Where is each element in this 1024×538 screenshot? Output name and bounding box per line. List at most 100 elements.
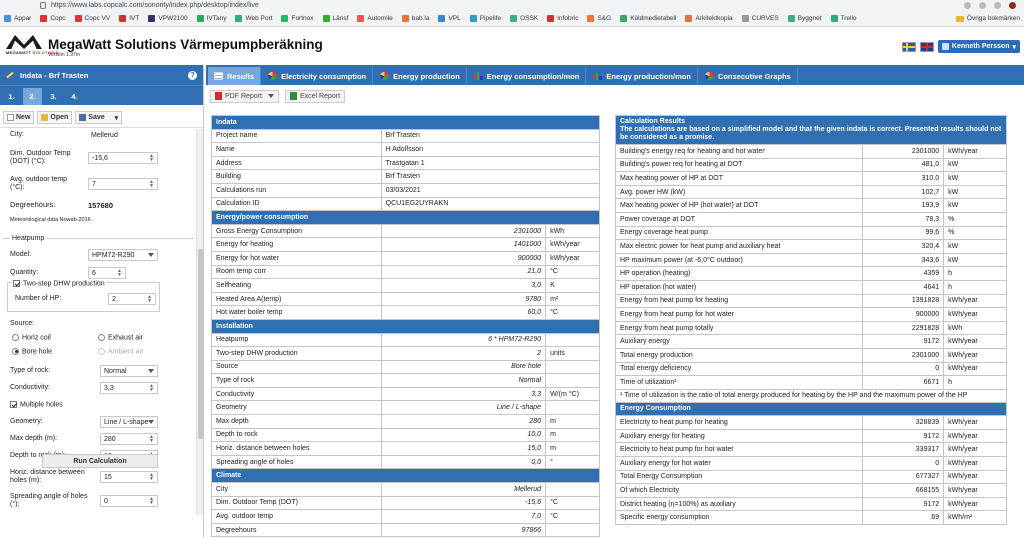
save-button[interactable]: Save ▾ (75, 111, 123, 124)
num-hp-label: Number of HP: (15, 295, 62, 302)
tab-consecutive-graphs[interactable]: Consecutive Graphs (698, 67, 798, 85)
spinner-icon[interactable]: ▲▼ (149, 472, 154, 482)
pdf-icon (215, 92, 222, 100)
url-text[interactable]: https://www.labs.copcalc.com/sonority/in… (51, 1, 259, 9)
run-calculation-button[interactable]: Run Calculation (42, 454, 158, 468)
max-depth-input[interactable]: 280 ▲ ▼ (100, 433, 158, 445)
table-row: Total energy deficiency 0 kWh/year (614, 361, 1007, 377)
meteo-note: Meteorological data Nowab-2016 (10, 217, 91, 223)
excel-report-button[interactable]: Excel Report (284, 89, 346, 103)
profile-avatar-icon[interactable] (1009, 1, 1016, 9)
other-bookmarks[interactable]: Övriga bokmärken (955, 11, 1020, 26)
conductivity-input[interactable]: 3,3 ▲ ▼ (100, 382, 158, 394)
bookmark-item[interactable]: Köldmedietabell (620, 15, 676, 22)
extension-icon[interactable] (979, 1, 986, 9)
bookmark-favicon-icon (401, 15, 409, 22)
address-bar[interactable]: https://www.labs.copcalc.com/sonority/in… (0, 0, 1024, 10)
bore-hole-radio[interactable] (12, 347, 19, 355)
bookmark-item[interactable]: Länsf (322, 15, 348, 22)
conductivity-label: Conductivity: (10, 384, 51, 391)
tab-energy-production[interactable]: Energy production (374, 67, 467, 85)
horiz-coil-radio[interactable] (12, 333, 19, 341)
bookmark-item[interactable]: Web Port (235, 15, 272, 22)
bookmark-item[interactable]: VPW2100 (148, 15, 188, 22)
bookmark-item[interactable]: Pipelife (469, 15, 501, 22)
ambient-air-radio[interactable] (98, 347, 105, 355)
extension-icon[interactable] (964, 1, 971, 9)
geometry-label: Geometry: (10, 418, 43, 425)
section-header: Installation (211, 318, 600, 334)
tab-results[interactable]: Results (208, 67, 262, 85)
extension-icon[interactable] (994, 1, 1001, 9)
step-tab-4[interactable]: 4. (65, 88, 84, 105)
user-icon (941, 43, 949, 50)
pdf-report-button[interactable]: PDF Report (210, 89, 279, 103)
spinner-icon[interactable]: ▲▼ (149, 496, 154, 506)
swedish-flag-icon[interactable] (901, 41, 916, 52)
bookmark-item[interactable]: Copc VV (74, 15, 110, 22)
avg-temp-input[interactable]: 7 ▲ ▼ (88, 178, 158, 190)
chart-icon (593, 72, 603, 80)
rock-select[interactable]: Normal (100, 365, 158, 377)
table-row: Heatpump 6 * HPM72-R290 (211, 332, 600, 348)
horiz-distance-input[interactable]: 15 ▲ ▼ (100, 471, 158, 483)
spinner-icon[interactable]: ▲▼ (149, 153, 154, 163)
bookmark-favicon-icon (438, 15, 446, 22)
city-select[interactable]: Mellerud (88, 129, 158, 141)
table-row: Hot water boiler temp 60,0 °C (211, 305, 600, 320)
bookmark-item[interactable]: Appar (4, 15, 31, 22)
geometry-select[interactable]: Line / L-shape (100, 416, 158, 428)
exhaust-air-radio[interactable] (98, 333, 105, 341)
step-tab-2[interactable]: 2. (23, 88, 42, 105)
caret-down-icon (267, 94, 274, 98)
quantity-stepper[interactable]: 6 ▲ ▼ (88, 267, 126, 279)
spinner-icon[interactable]: ▲▼ (147, 294, 152, 304)
bookmark-item[interactable]: bab.la (401, 15, 429, 22)
save-icon (79, 114, 87, 121)
bookmark-item[interactable]: S&G (587, 15, 611, 22)
num-hp-stepper[interactable]: 2 ▲ ▼ (108, 293, 156, 305)
open-button[interactable]: Open (37, 111, 73, 124)
bookmark-item[interactable]: Trello (830, 15, 857, 22)
table-row: Max depth 280 m (211, 414, 600, 429)
help-icon[interactable]: ? (188, 70, 197, 80)
bookmark-item[interactable]: IVTany (196, 15, 226, 22)
bookmark-item[interactable]: Fortnox (281, 15, 314, 22)
model-label: Model: (10, 251, 32, 258)
bookmark-item[interactable]: CURVES (741, 15, 779, 22)
tab-electricity-consumption[interactable]: Electricity consumption (262, 67, 374, 85)
spinner-icon[interactable]: ▲▼ (149, 179, 154, 189)
step-tab-1[interactable]: 1. (2, 88, 21, 105)
spread-angle-input[interactable]: 0 ▲ ▼ (100, 495, 158, 507)
step-tabs: 1. 2. 3. 4. (0, 85, 203, 105)
multiple-holes-checkbox[interactable] (10, 400, 17, 408)
step-tab-3[interactable]: 3. (44, 88, 63, 105)
bookmark-item[interactable]: VPL (438, 15, 461, 22)
bookmark-favicon-icon (510, 15, 518, 22)
table-row: Auxiliary energy for hot water 0 kWh/year (614, 456, 1007, 471)
bookmark-item[interactable]: Byggnet (787, 15, 822, 22)
model-select[interactable]: HPM72-R290 (88, 249, 158, 261)
new-button[interactable]: New (3, 111, 35, 124)
horiz-distance-label: Horiz. distance between holes (m): (10, 469, 85, 484)
spinner-icon[interactable]: ▲▼ (149, 434, 154, 444)
tab-energy-production-mon[interactable]: Energy production/mon (587, 67, 698, 85)
scrollbar-thumb[interactable] (198, 249, 203, 439)
dot-input[interactable]: -15,6 ▲ ▼ (88, 152, 158, 164)
tab-energy-consumption-mon[interactable]: Energy consumption/mon (467, 67, 587, 85)
table-row: Geometry Line / L-shape (211, 400, 600, 416)
spinner-icon[interactable]: ▲▼ (149, 383, 154, 393)
table-row: Address Trastgatan 1 (211, 155, 601, 171)
bookmark-item[interactable]: IVT (119, 15, 139, 22)
bookmark-item[interactable]: Arkitektkopia (685, 15, 733, 22)
form-scrollbar[interactable] (196, 129, 203, 515)
bookmark-item[interactable]: Automile (357, 15, 393, 22)
bookmark-item[interactable]: Copc (40, 15, 66, 22)
user-menu-button[interactable]: Kenneth Persson ▾ (937, 40, 1020, 53)
report-toolbar: PDF Report Excel Report (206, 87, 346, 105)
spinner-icon[interactable]: ▲▼ (117, 268, 122, 278)
bookmark-item[interactable]: OSSK (510, 15, 538, 22)
bookmark-item[interactable]: Infobric (547, 15, 578, 22)
two-step-checkbox[interactable] (13, 279, 20, 287)
uk-flag-icon[interactable] (919, 41, 934, 52)
